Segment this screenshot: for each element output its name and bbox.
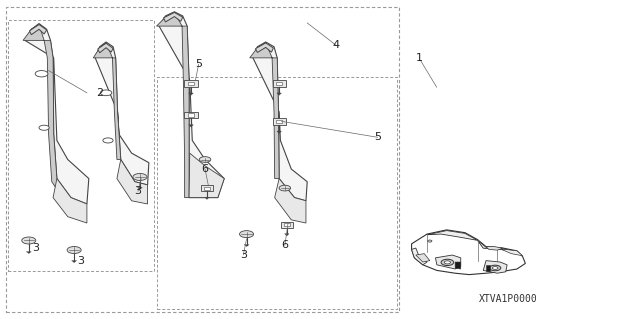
Polygon shape [98, 43, 113, 53]
Bar [6, 7, 399, 312]
Polygon shape [427, 231, 477, 240]
Polygon shape [25, 24, 89, 204]
Polygon shape [435, 255, 461, 269]
Polygon shape [483, 261, 507, 273]
Polygon shape [273, 118, 285, 125]
Polygon shape [275, 179, 306, 223]
Text: XTVA1P0000: XTVA1P0000 [479, 294, 538, 304]
Polygon shape [204, 187, 210, 189]
Polygon shape [26, 252, 31, 254]
Polygon shape [184, 80, 198, 86]
Circle shape [22, 237, 36, 244]
Polygon shape [486, 265, 490, 271]
Text: 3: 3 [77, 256, 84, 266]
Circle shape [492, 267, 498, 269]
Circle shape [35, 70, 48, 77]
Polygon shape [412, 230, 525, 275]
Polygon shape [285, 234, 289, 236]
Polygon shape [277, 93, 282, 95]
Polygon shape [159, 12, 224, 197]
Polygon shape [276, 120, 282, 123]
Polygon shape [276, 82, 282, 85]
Polygon shape [189, 153, 224, 197]
Polygon shape [412, 248, 427, 265]
Polygon shape [189, 93, 193, 95]
Polygon shape [188, 82, 195, 85]
Polygon shape [486, 247, 503, 250]
Circle shape [39, 125, 49, 130]
Polygon shape [95, 42, 149, 185]
Text: 6: 6 [202, 164, 209, 174]
Text: 5: 5 [195, 59, 202, 69]
Polygon shape [164, 12, 182, 22]
Text: 2: 2 [96, 88, 103, 98]
Polygon shape [138, 188, 143, 189]
Circle shape [441, 259, 454, 265]
Polygon shape [201, 185, 213, 191]
Polygon shape [93, 43, 121, 160]
Circle shape [490, 265, 500, 271]
Polygon shape [244, 245, 249, 247]
Polygon shape [72, 261, 77, 263]
Polygon shape [416, 254, 430, 262]
Polygon shape [23, 25, 68, 201]
Polygon shape [284, 223, 290, 226]
Polygon shape [53, 179, 87, 223]
Polygon shape [477, 240, 497, 249]
Polygon shape [157, 12, 189, 197]
Polygon shape [205, 197, 209, 199]
Polygon shape [189, 125, 193, 127]
Polygon shape [253, 42, 307, 201]
Polygon shape [277, 131, 282, 133]
Polygon shape [184, 112, 198, 118]
Text: 4: 4 [332, 40, 340, 50]
Bar [8, 20, 154, 271]
Polygon shape [455, 262, 461, 269]
Polygon shape [29, 25, 47, 35]
Text: 1: 1 [415, 53, 422, 63]
Polygon shape [281, 222, 293, 228]
Circle shape [100, 90, 112, 96]
Circle shape [279, 185, 291, 191]
Text: 3: 3 [134, 186, 141, 196]
Text: 5: 5 [374, 132, 381, 142]
Polygon shape [255, 43, 273, 52]
Polygon shape [273, 80, 285, 86]
Circle shape [199, 157, 211, 162]
Text: 6: 6 [282, 240, 289, 250]
Circle shape [133, 174, 147, 181]
Circle shape [444, 261, 451, 264]
Polygon shape [500, 249, 523, 256]
Circle shape [239, 231, 253, 238]
Circle shape [428, 240, 432, 242]
Circle shape [103, 138, 113, 143]
Circle shape [67, 247, 81, 254]
Polygon shape [477, 240, 517, 252]
Polygon shape [188, 114, 195, 117]
Text: 3: 3 [32, 243, 39, 253]
Polygon shape [250, 43, 279, 179]
Text: 3: 3 [240, 250, 247, 260]
Polygon shape [117, 160, 148, 204]
Bar [157, 77, 397, 309]
